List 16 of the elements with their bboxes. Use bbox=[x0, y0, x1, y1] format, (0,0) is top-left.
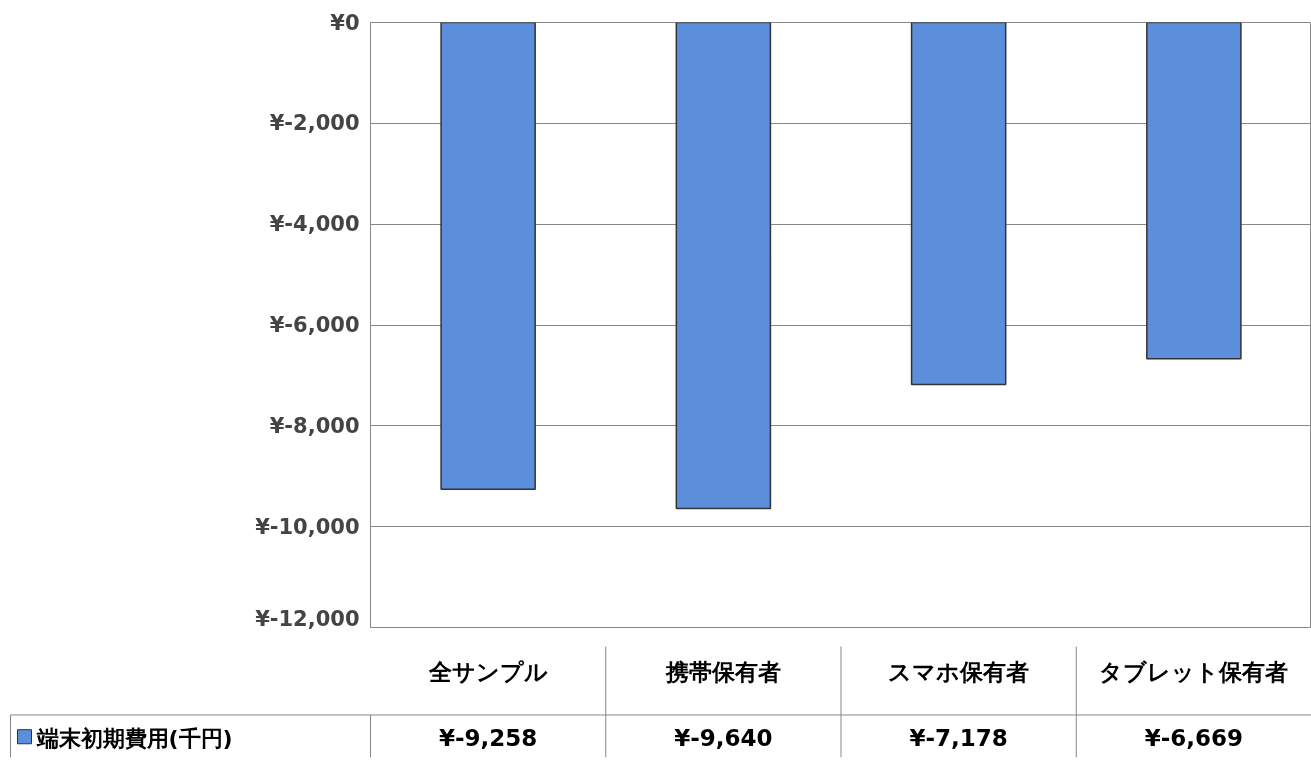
data-label: ¥-6,669 bbox=[1144, 725, 1244, 752]
x-tick-label: スマホ保有者 bbox=[888, 659, 1030, 686]
data-label: ¥-9,640 bbox=[674, 725, 773, 752]
y-tick-label: ¥-4,000 bbox=[269, 212, 360, 237]
y-tick-label: ¥-2,000 bbox=[269, 111, 360, 136]
y-tick-label: ¥-6,000 bbox=[269, 313, 360, 337]
x-tick-label: 携帯保有者 bbox=[664, 659, 781, 686]
x-tick-label: 全サンプル bbox=[427, 659, 548, 686]
data-label: ¥-7,178 bbox=[909, 725, 1008, 752]
y-tick-label: ¥0 bbox=[330, 10, 360, 35]
x-tick-label: タブレット保有者 bbox=[1099, 659, 1289, 686]
data-label: ¥-9,258 bbox=[438, 725, 538, 752]
y-tick-label: ¥-12,000 bbox=[255, 606, 360, 631]
y-tick-label: ¥-10,000 bbox=[255, 514, 360, 539]
y-tick-label: ¥-8,000 bbox=[269, 413, 360, 438]
legend-label: 端末初期費用(千円) bbox=[35, 725, 233, 751]
